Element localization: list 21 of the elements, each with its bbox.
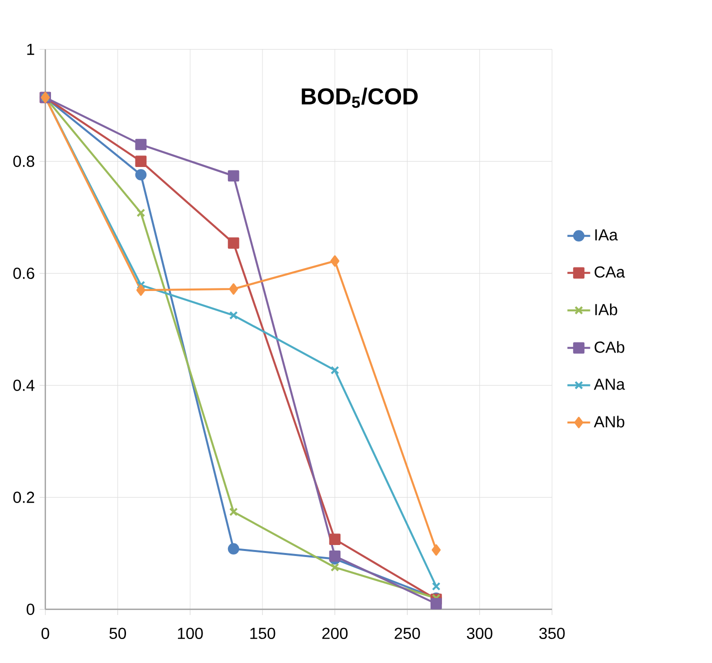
x-tick-label: 250 [394, 628, 420, 640]
legend-label: CAa [594, 266, 625, 278]
y-tick-label: 0 [26, 604, 34, 616]
legend-label: IAa [595, 230, 618, 241]
text: BOD$_{5}$/COD [302, 88, 418, 108]
legend-label: ANa [594, 378, 625, 390]
legend-label: CAb [594, 341, 624, 354]
legend-label: ANb [594, 416, 624, 428]
x-tick-label: 50 [109, 628, 126, 640]
x-tick-label: 350 [539, 628, 565, 640]
y-tick-label: 0.4 [13, 380, 34, 392]
y-tick-label: 0.8 [13, 156, 34, 168]
y-tick-label: 1 [27, 44, 34, 55]
x-tick-label: 100 [178, 628, 203, 640]
y-tick-label: 0.2 [13, 492, 34, 504]
legend-label: IAb [595, 304, 618, 316]
x-tick-label: 300 [466, 628, 492, 640]
x-tick-label: 200 [322, 628, 348, 640]
y-tick-label: 0.6 [13, 268, 34, 280]
x-tick-label: 0 [42, 628, 50, 640]
x-tick-label: 150 [250, 628, 276, 640]
